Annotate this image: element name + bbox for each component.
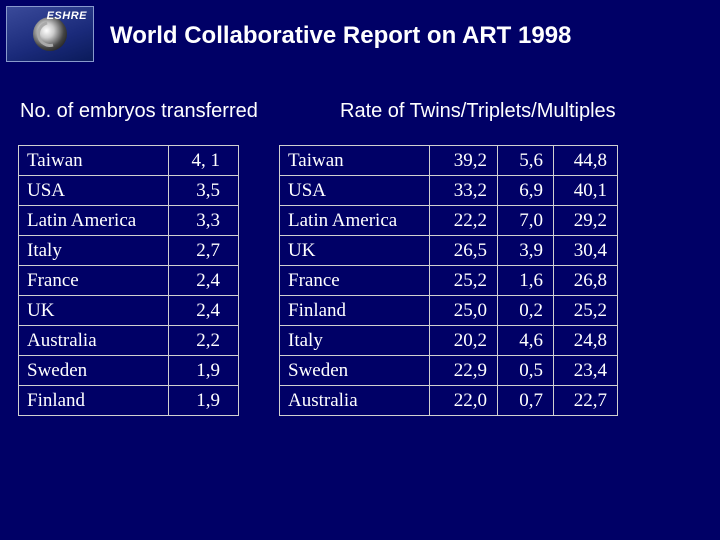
value-cell: 2,4	[169, 266, 239, 296]
table-row: Latin America3,3	[19, 206, 239, 236]
embryos-table: Taiwan4, 1USA3,5Latin America3,3Italy2,7…	[18, 145, 239, 416]
right-subheading: Rate of Twins/Triplets/Multiples	[310, 100, 720, 123]
multiples-cell: 25,2	[554, 296, 618, 326]
value-cell: 1,9	[169, 356, 239, 386]
logo-inner	[33, 17, 67, 51]
triplets-cell: 0,5	[498, 356, 554, 386]
country-cell: Finland	[19, 386, 169, 416]
value-cell: 1,9	[169, 386, 239, 416]
twins-cell: 22,9	[430, 356, 498, 386]
logo-text: ESHRE	[47, 10, 87, 22]
triplets-cell: 6,9	[498, 176, 554, 206]
table-row: Taiwan39,25,644,8	[280, 146, 618, 176]
country-cell: UK	[280, 236, 430, 266]
country-cell: Taiwan	[280, 146, 430, 176]
country-cell: USA	[280, 176, 430, 206]
country-cell: Australia	[19, 326, 169, 356]
table-row: France2,4	[19, 266, 239, 296]
country-cell: Australia	[280, 386, 430, 416]
country-cell: Finland	[280, 296, 430, 326]
twins-cell: 26,5	[430, 236, 498, 266]
value-cell: 2,7	[169, 236, 239, 266]
multiples-cell: 22,7	[554, 386, 618, 416]
table-row: Italy20,24,624,8	[280, 326, 618, 356]
country-cell: USA	[19, 176, 169, 206]
multiples-cell: 26,8	[554, 266, 618, 296]
table-row: USA3,5	[19, 176, 239, 206]
triplets-cell: 0,7	[498, 386, 554, 416]
tables-container: Taiwan4, 1USA3,5Latin America3,3Italy2,7…	[18, 145, 618, 416]
twins-cell: 39,2	[430, 146, 498, 176]
table-row: Finland1,9	[19, 386, 239, 416]
country-cell: Taiwan	[19, 146, 169, 176]
country-cell: Italy	[280, 326, 430, 356]
table-row: UK2,4	[19, 296, 239, 326]
table-row: USA33,26,940,1	[280, 176, 618, 206]
table-row: Finland25,00,225,2	[280, 296, 618, 326]
twins-cell: 22,0	[430, 386, 498, 416]
table-row: Latin America22,27,029,2	[280, 206, 618, 236]
table-row: Italy2,7	[19, 236, 239, 266]
multiples-cell: 30,4	[554, 236, 618, 266]
country-cell: Sweden	[280, 356, 430, 386]
slide-title: World Collaborative Report on ART 1998	[110, 22, 710, 50]
multiples-cell: 44,8	[554, 146, 618, 176]
value-cell: 4, 1	[169, 146, 239, 176]
value-cell: 2,2	[169, 326, 239, 356]
country-cell: Italy	[19, 236, 169, 266]
twins-cell: 20,2	[430, 326, 498, 356]
triplets-cell: 0,2	[498, 296, 554, 326]
table-row: Australia22,00,722,7	[280, 386, 618, 416]
table-row: Taiwan4, 1	[19, 146, 239, 176]
triplets-cell: 5,6	[498, 146, 554, 176]
country-cell: Latin America	[280, 206, 430, 236]
multiples-cell: 23,4	[554, 356, 618, 386]
country-cell: Latin America	[19, 206, 169, 236]
table-row: France25,21,626,8	[280, 266, 618, 296]
multiples-cell: 40,1	[554, 176, 618, 206]
value-cell: 2,4	[169, 296, 239, 326]
table-row: UK26,53,930,4	[280, 236, 618, 266]
value-cell: 3,5	[169, 176, 239, 206]
triplets-cell: 1,6	[498, 266, 554, 296]
country-cell: France	[280, 266, 430, 296]
twins-cell: 25,0	[430, 296, 498, 326]
subheadings-row: No. of embryos transferred Rate of Twins…	[0, 100, 720, 123]
rates-table: Taiwan39,25,644,8USA33,26,940,1Latin Ame…	[279, 145, 618, 416]
twins-cell: 22,2	[430, 206, 498, 236]
twins-cell: 25,2	[430, 266, 498, 296]
country-cell: Sweden	[19, 356, 169, 386]
twins-cell: 33,2	[430, 176, 498, 206]
value-cell: 3,3	[169, 206, 239, 236]
multiples-cell: 24,8	[554, 326, 618, 356]
logo-swirl-icon	[33, 17, 67, 51]
left-subheading: No. of embryos transferred	[0, 100, 310, 123]
triplets-cell: 3,9	[498, 236, 554, 266]
country-cell: UK	[19, 296, 169, 326]
table-row: Sweden1,9	[19, 356, 239, 386]
triplets-cell: 7,0	[498, 206, 554, 236]
table-row: Sweden22,90,523,4	[280, 356, 618, 386]
triplets-cell: 4,6	[498, 326, 554, 356]
multiples-cell: 29,2	[554, 206, 618, 236]
country-cell: France	[19, 266, 169, 296]
table-row: Australia2,2	[19, 326, 239, 356]
eshre-logo: ESHRE	[6, 6, 94, 62]
